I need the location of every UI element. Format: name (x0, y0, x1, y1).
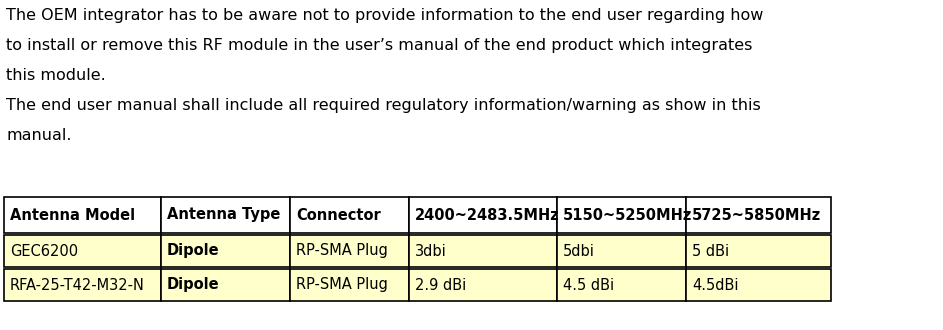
Bar (161, 197, 290, 233)
Text: RP-SMA Plug: RP-SMA Plug (296, 244, 388, 258)
Bar (161, 235, 290, 267)
Bar (686, 269, 831, 301)
Text: The end user manual shall include all required regulatory information/warning as: The end user manual shall include all re… (6, 98, 761, 113)
Text: Dipole: Dipole (167, 244, 220, 258)
Text: 5725~5850MHz: 5725~5850MHz (692, 208, 821, 222)
Text: 2.9 dBi: 2.9 dBi (415, 278, 467, 292)
Bar (686, 235, 831, 267)
Text: Antenna Model: Antenna Model (10, 208, 135, 222)
Text: 5dbi: 5dbi (563, 244, 595, 258)
Bar (4, 197, 161, 233)
Text: 4.5 dBi: 4.5 dBi (563, 278, 614, 292)
Text: Connector: Connector (296, 208, 381, 222)
Text: 4.5dBi: 4.5dBi (692, 278, 738, 292)
Bar (409, 197, 557, 233)
Text: 2400~2483.5MHz: 2400~2483.5MHz (415, 208, 560, 222)
Bar (557, 197, 686, 233)
Bar (4, 269, 161, 301)
Bar (686, 197, 831, 233)
Text: manual.: manual. (6, 128, 72, 143)
Text: Dipole: Dipole (167, 278, 220, 292)
Bar (4, 235, 161, 267)
Text: 5150~5250MHz: 5150~5250MHz (563, 208, 692, 222)
Text: to install or remove this RF module in the user’s manual of the end product whic: to install or remove this RF module in t… (6, 38, 753, 53)
Text: RFA-25-T42-M32-N: RFA-25-T42-M32-N (10, 278, 145, 292)
Text: The OEM integrator has to be aware not to provide information to the end user re: The OEM integrator has to be aware not t… (6, 8, 764, 23)
Bar (409, 235, 557, 267)
Text: RP-SMA Plug: RP-SMA Plug (296, 278, 388, 292)
Bar (557, 269, 686, 301)
Text: GEC6200: GEC6200 (10, 244, 78, 258)
Text: this module.: this module. (6, 68, 106, 83)
Bar (161, 269, 290, 301)
Text: 3dbi: 3dbi (415, 244, 447, 258)
Bar (290, 235, 409, 267)
Text: 5 dBi: 5 dBi (692, 244, 729, 258)
Bar (290, 269, 409, 301)
Bar (290, 197, 409, 233)
Text: Antenna Type: Antenna Type (167, 208, 280, 222)
Bar (409, 269, 557, 301)
Bar (557, 235, 686, 267)
